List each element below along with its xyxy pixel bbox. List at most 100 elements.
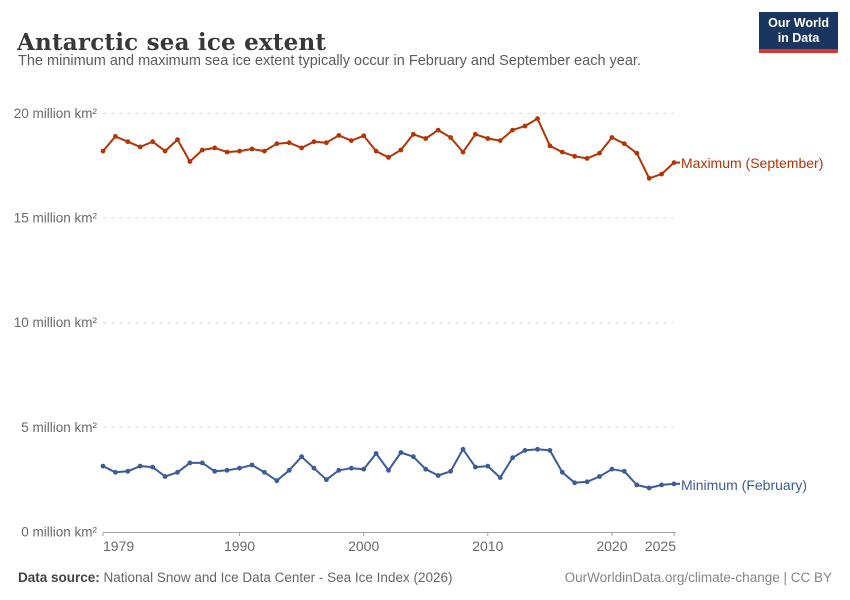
- data-source-label: Data source:: [18, 570, 100, 585]
- y-axis-labels: 0 million km² 5 million km² 10 million km²…: [14, 106, 98, 540]
- data-point: [199, 460, 205, 466]
- data-point: [348, 138, 354, 144]
- data-point: [510, 127, 515, 133]
- data-point: [336, 467, 342, 473]
- data-point: [621, 468, 627, 474]
- data-point: [373, 451, 379, 456]
- data-point: [386, 155, 391, 160]
- data-point: [137, 463, 143, 469]
- y-tick-label: 5 million km²: [21, 420, 97, 435]
- data-point: [113, 469, 118, 475]
- data-point: [497, 138, 503, 144]
- data-point: [262, 148, 267, 154]
- data-point: [609, 466, 615, 472]
- data-point: [473, 131, 478, 137]
- data-point: [311, 139, 317, 145]
- footer-link[interactable]: OurWorldinData.org/climate-change | CC B…: [564, 570, 832, 585]
- data-point: [348, 465, 354, 471]
- y-tick-label: 15 million km²: [14, 211, 98, 226]
- data-point: [125, 139, 131, 145]
- minimum-series[interactable]: [100, 446, 680, 491]
- series-label-maximum[interactable]: Maximum (September): [681, 155, 824, 171]
- page-title: Antarctic sea ice extent: [17, 29, 327, 57]
- data-point: [597, 474, 602, 479]
- data-point: [386, 467, 391, 473]
- data-point: [423, 136, 429, 141]
- data-point: [460, 446, 466, 452]
- data-point: [113, 134, 118, 139]
- data-point: [199, 147, 205, 153]
- x-axis: 1979 1990 2000 2010 2020 2025: [102, 533, 676, 554]
- data-point: [671, 481, 677, 487]
- chart-subtitle: The minimum and maximum sea ice extent t…: [18, 53, 641, 69]
- data-point: [410, 131, 416, 137]
- data-point: [584, 156, 590, 161]
- data-point: [125, 468, 131, 474]
- data-point: [510, 455, 515, 461]
- maximum-series[interactable]: [100, 116, 680, 181]
- data-point: [150, 139, 156, 145]
- data-point: [274, 141, 280, 147]
- data-point: [423, 466, 429, 472]
- data-point: [175, 469, 180, 475]
- data-point: [237, 465, 242, 471]
- data-point: [361, 133, 367, 139]
- data-point: [634, 482, 640, 488]
- data-point: [373, 148, 379, 154]
- data-point: [398, 450, 404, 455]
- data-point: [597, 150, 602, 156]
- data-point: [212, 468, 218, 474]
- data-point: [299, 454, 304, 460]
- data-point: [559, 149, 565, 155]
- data-point: [336, 133, 342, 138]
- data-point: [262, 469, 267, 475]
- data-point: [224, 467, 230, 473]
- data-point: [659, 482, 664, 488]
- y-tick-label: 10 million km²: [14, 315, 98, 330]
- data-source-note: Data source: National Snow and Ice Data …: [18, 570, 452, 585]
- x-tick-label: 2020: [596, 538, 627, 554]
- data-point: [522, 123, 528, 129]
- data-point: [175, 137, 180, 143]
- y-tick-label: 20 million km²: [14, 106, 98, 121]
- data-point: [137, 144, 143, 150]
- data-point: [249, 462, 255, 468]
- data-point: [535, 446, 540, 452]
- data-point: [324, 477, 329, 483]
- data-point: [448, 468, 453, 474]
- data-point: [559, 469, 565, 475]
- data-point: [299, 145, 304, 151]
- data-point: [100, 463, 106, 469]
- owid-logo[interactable]: Our World in Data: [759, 12, 838, 53]
- data-point: [646, 175, 652, 181]
- owid-logo-text: Our World in Data: [759, 12, 838, 49]
- data-point: [448, 135, 453, 140]
- data-point: [187, 159, 193, 164]
- data-point: [621, 141, 627, 147]
- owid-logo-accent-bar: [759, 49, 838, 53]
- series-label-minimum[interactable]: Minimum (February): [681, 477, 808, 493]
- data-point: [286, 467, 292, 473]
- x-tick-label: 1990: [224, 538, 255, 554]
- data-point: [522, 448, 528, 453]
- data-point: [609, 135, 615, 140]
- series-line: [102, 117, 675, 180]
- data-point: [497, 475, 503, 480]
- x-tick-label: 1979: [103, 538, 134, 554]
- data-point: [187, 460, 193, 466]
- data-point: [473, 464, 478, 470]
- data-point: [485, 463, 491, 469]
- x-tick-label: 2010: [472, 538, 503, 554]
- data-source-text: National Snow and Ice Data Center - Sea …: [99, 570, 453, 585]
- data-point: [286, 140, 292, 146]
- data-point: [634, 150, 640, 156]
- x-tick-label: 2025: [645, 538, 676, 554]
- data-point: [460, 149, 466, 155]
- data-point: [547, 448, 553, 453]
- data-point: [584, 479, 590, 485]
- data-point: [485, 136, 491, 141]
- data-point: [435, 127, 441, 133]
- data-point: [671, 160, 677, 166]
